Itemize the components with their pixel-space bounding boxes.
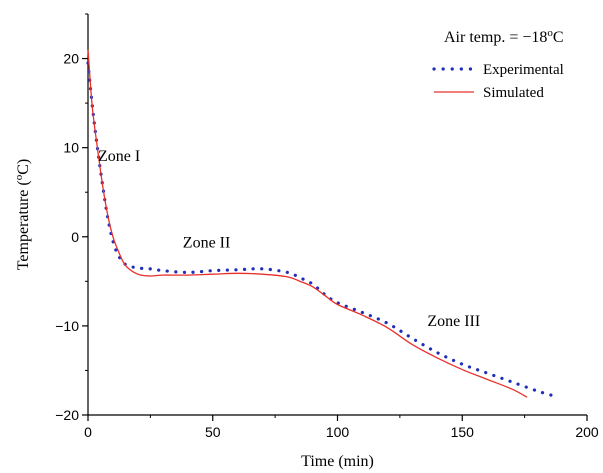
zone-label: Zone II xyxy=(183,234,231,251)
series-line-simulated xyxy=(87,49,528,398)
y-axis-title: Temperature (oC) xyxy=(13,159,32,270)
y-tick-label: −20 xyxy=(55,407,79,423)
x-tick-label: 100 xyxy=(326,424,350,440)
x-tick-label: 150 xyxy=(451,424,475,440)
legend-label-simulated: Simulated xyxy=(483,85,544,101)
legend-label-experimental: Experimental xyxy=(483,62,564,78)
legend: Air temp. = −18oC Experimental Simulated xyxy=(432,27,564,101)
zone-label: Zone I xyxy=(98,148,140,165)
y-tick-label: 10 xyxy=(63,140,79,156)
series-line-experimental xyxy=(86,61,554,397)
annotations: Zone I Zone II Zone III xyxy=(98,148,480,330)
series-layer xyxy=(86,49,554,398)
x-tick-label: 0 xyxy=(84,424,92,440)
x-tick-label: 200 xyxy=(575,424,599,440)
y-tick-label: 20 xyxy=(63,51,79,67)
x-axis-title: Time (min) xyxy=(301,453,374,470)
air-temp-label: Air temp. = −18oC xyxy=(444,27,564,46)
axes: 0 50 100 150 200 −20 −10 0 10 20 Time (min) Tempera… xyxy=(13,13,599,470)
x-tick-label: 50 xyxy=(205,424,221,440)
y-tick-label: 0 xyxy=(71,229,79,245)
zone-label: Zone III xyxy=(427,313,480,330)
y-tick-label: −10 xyxy=(55,318,79,334)
